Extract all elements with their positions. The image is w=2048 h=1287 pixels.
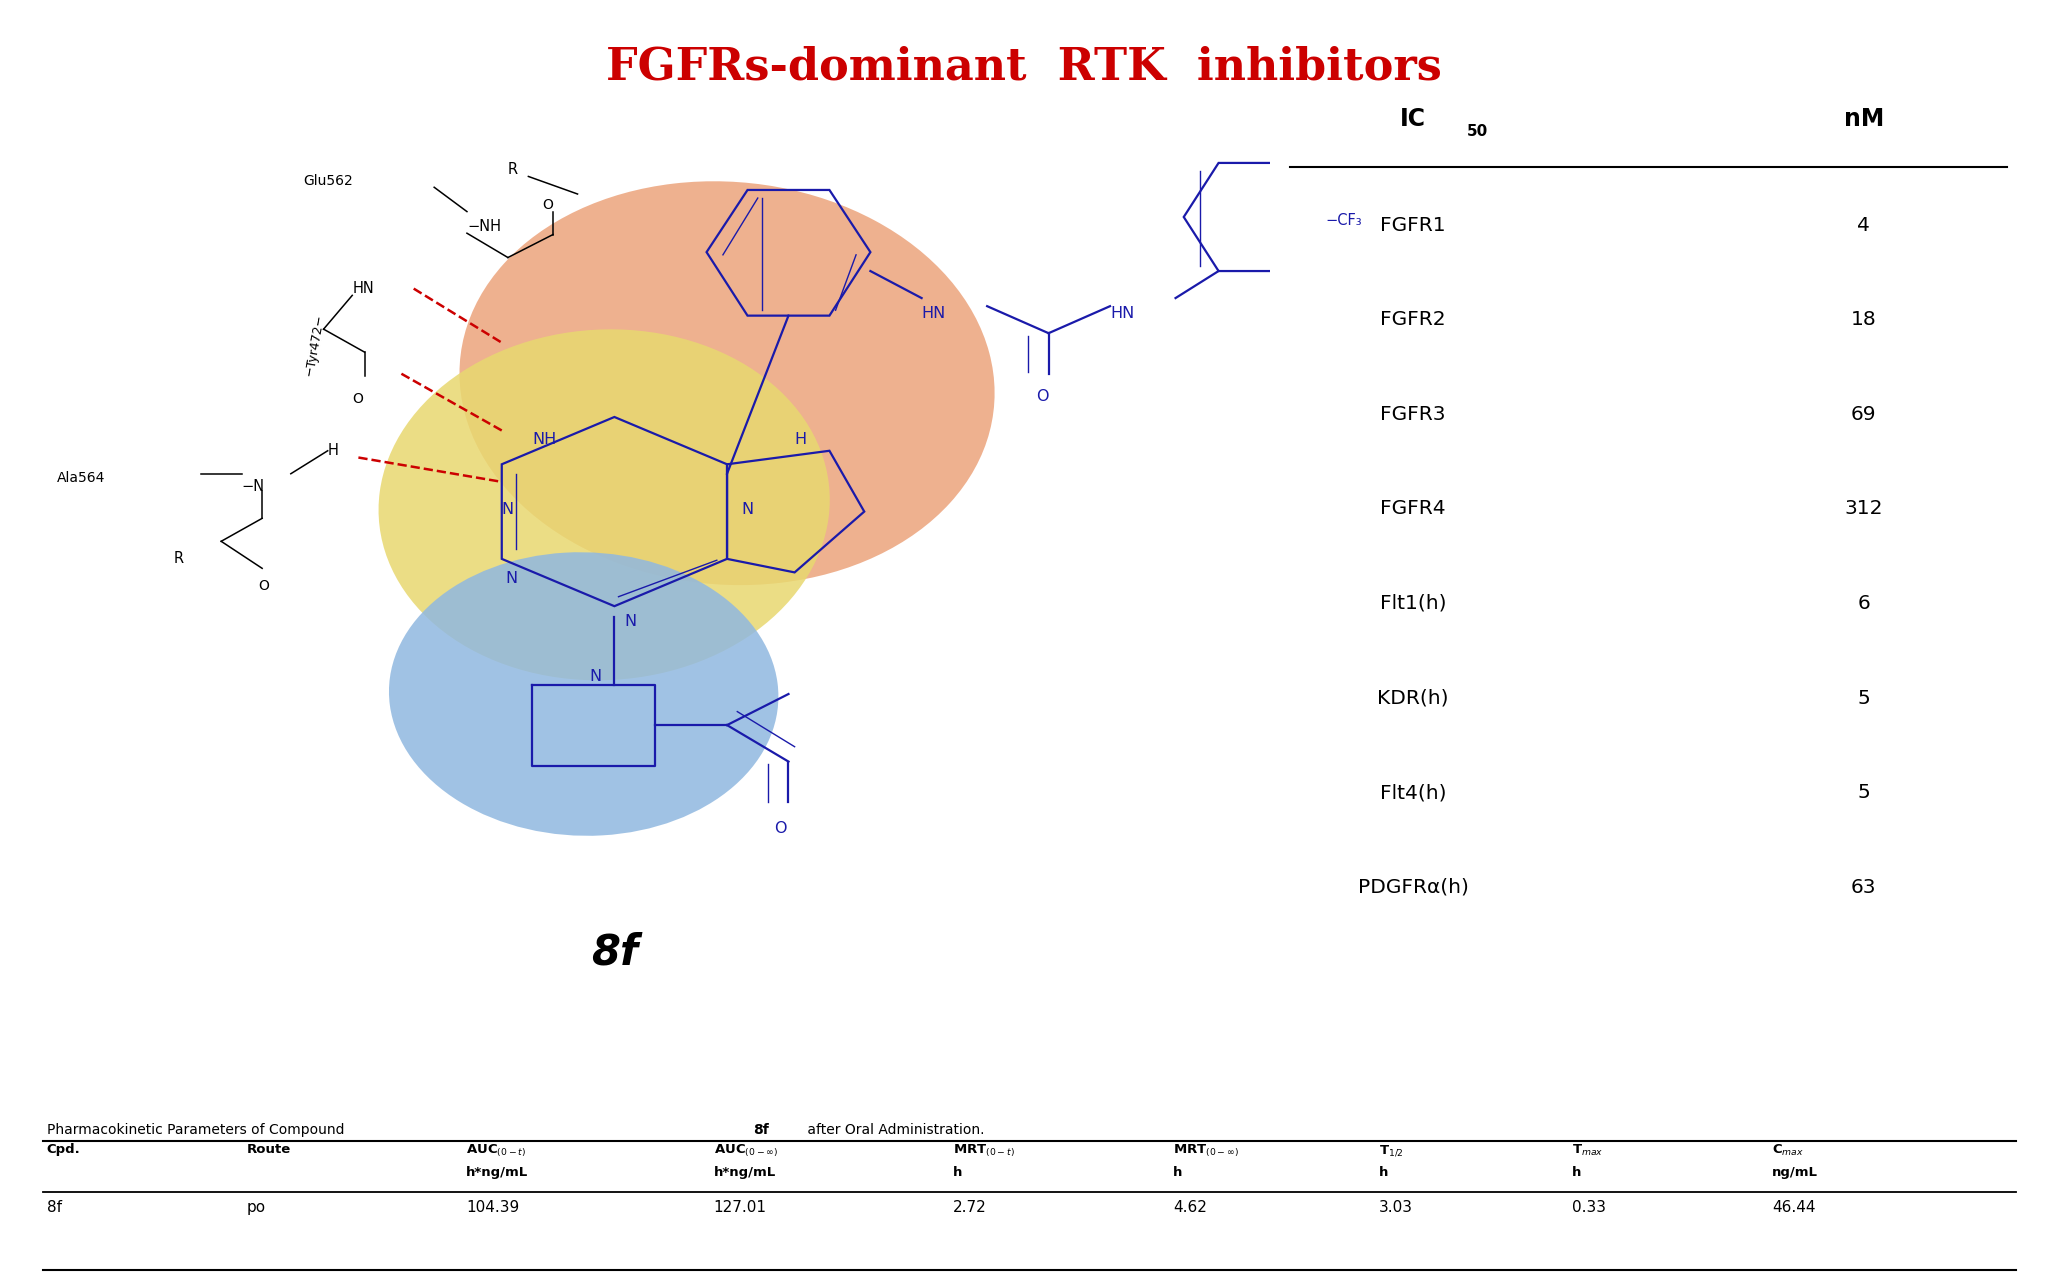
Text: PDGFRα(h): PDGFRα(h)	[1358, 878, 1468, 897]
Text: 5: 5	[1858, 689, 1870, 708]
Text: H: H	[795, 432, 807, 447]
Text: MRT$_{(0-∞)}$: MRT$_{(0-∞)}$	[1174, 1143, 1239, 1160]
Text: after Oral Administration.: after Oral Administration.	[803, 1124, 985, 1138]
Text: nM: nM	[1843, 107, 1884, 131]
Text: R: R	[508, 162, 518, 176]
Text: 2.72: 2.72	[952, 1199, 987, 1215]
Text: 46.44: 46.44	[1772, 1199, 1815, 1215]
Text: Route: Route	[246, 1143, 291, 1156]
Text: 4.62: 4.62	[1174, 1199, 1206, 1215]
Text: MRT$_{(0-t)}$: MRT$_{(0-t)}$	[952, 1143, 1016, 1160]
Text: FGFRs-dominant  RTK  inhibitors: FGFRs-dominant RTK inhibitors	[606, 45, 1442, 88]
Text: −NH: −NH	[467, 219, 502, 233]
Text: T$_{max}$: T$_{max}$	[1573, 1143, 1604, 1158]
Text: 4: 4	[1858, 216, 1870, 234]
Text: N: N	[590, 668, 602, 683]
Text: IC: IC	[1401, 107, 1425, 131]
Text: 312: 312	[1845, 499, 1882, 519]
Text: 5: 5	[1858, 784, 1870, 802]
Text: N: N	[502, 502, 514, 517]
Text: h: h	[952, 1166, 963, 1179]
Text: 50: 50	[1466, 124, 1487, 139]
Text: −Tyr472−: −Tyr472−	[303, 313, 328, 377]
Text: 8f: 8f	[590, 932, 639, 973]
Text: O: O	[1036, 389, 1049, 404]
Text: Flt4(h): Flt4(h)	[1380, 784, 1446, 802]
Text: HN: HN	[1110, 306, 1135, 322]
Text: AUC$_{(0-∞)}$: AUC$_{(0-∞)}$	[713, 1143, 778, 1160]
Text: N: N	[506, 571, 518, 586]
Ellipse shape	[379, 329, 829, 681]
Text: h: h	[1573, 1166, 1581, 1179]
Text: T$_{1/2}$: T$_{1/2}$	[1378, 1143, 1403, 1158]
Text: h: h	[1378, 1166, 1389, 1179]
Ellipse shape	[459, 181, 995, 586]
Text: h: h	[1174, 1166, 1182, 1179]
Text: 127.01: 127.01	[713, 1199, 766, 1215]
Text: N: N	[625, 614, 637, 629]
Text: 6: 6	[1858, 595, 1870, 613]
Text: Pharmacokinetic Parameters of Compound: Pharmacokinetic Parameters of Compound	[47, 1124, 348, 1138]
Text: H: H	[328, 443, 338, 458]
Text: O: O	[352, 393, 362, 407]
Text: KDR(h): KDR(h)	[1378, 689, 1448, 708]
Text: HN: HN	[352, 281, 375, 296]
Text: 69: 69	[1851, 405, 1876, 423]
Text: Flt1(h): Flt1(h)	[1380, 595, 1446, 613]
Text: C$_{max}$: C$_{max}$	[1772, 1143, 1804, 1158]
Text: Cpd.: Cpd.	[47, 1143, 80, 1156]
Text: 18: 18	[1851, 310, 1876, 329]
Text: po: po	[246, 1199, 266, 1215]
Text: FGFR1: FGFR1	[1380, 216, 1446, 234]
Text: O: O	[258, 579, 268, 593]
Text: 63: 63	[1851, 878, 1876, 897]
Text: 104.39: 104.39	[467, 1199, 520, 1215]
Text: NH: NH	[532, 432, 557, 447]
Text: O: O	[774, 821, 786, 837]
Text: h*ng/mL: h*ng/mL	[467, 1166, 528, 1179]
Text: O: O	[543, 198, 553, 212]
Text: Glu562: Glu562	[303, 174, 352, 188]
Text: R: R	[174, 551, 184, 566]
Text: ng/mL: ng/mL	[1772, 1166, 1819, 1179]
Text: Ala564: Ala564	[57, 471, 106, 485]
Text: HN: HN	[922, 306, 946, 322]
Text: −N: −N	[242, 479, 264, 494]
Text: AUC$_{(0-t)}$: AUC$_{(0-t)}$	[467, 1143, 526, 1160]
Text: FGFR4: FGFR4	[1380, 499, 1446, 519]
Text: N: N	[741, 502, 754, 517]
Ellipse shape	[389, 552, 778, 835]
Text: 3.03: 3.03	[1378, 1199, 1413, 1215]
Text: 0.33: 0.33	[1573, 1199, 1606, 1215]
Text: 8f: 8f	[754, 1124, 770, 1138]
Text: FGFR2: FGFR2	[1380, 310, 1446, 329]
Text: h*ng/mL: h*ng/mL	[713, 1166, 776, 1179]
Text: 8f: 8f	[47, 1199, 61, 1215]
Text: −CF₃: −CF₃	[1325, 214, 1362, 228]
Text: FGFR3: FGFR3	[1380, 405, 1446, 423]
